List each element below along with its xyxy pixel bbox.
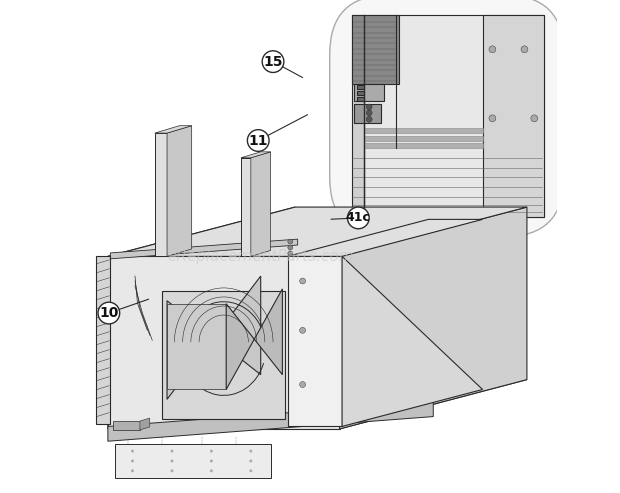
Circle shape: [210, 469, 213, 472]
Circle shape: [170, 450, 174, 453]
Polygon shape: [364, 208, 376, 214]
Polygon shape: [251, 152, 270, 256]
Circle shape: [288, 251, 293, 256]
Polygon shape: [226, 289, 282, 389]
Circle shape: [249, 459, 252, 462]
Polygon shape: [357, 85, 364, 89]
Polygon shape: [352, 15, 399, 84]
Circle shape: [247, 130, 269, 151]
Polygon shape: [140, 418, 150, 430]
Circle shape: [210, 459, 213, 462]
Circle shape: [170, 459, 174, 462]
Polygon shape: [288, 219, 482, 256]
Text: 11: 11: [249, 134, 268, 147]
Text: 10: 10: [99, 306, 118, 320]
Circle shape: [347, 207, 369, 229]
Polygon shape: [167, 304, 226, 389]
Polygon shape: [357, 91, 364, 95]
Circle shape: [366, 110, 372, 116]
Circle shape: [366, 104, 372, 110]
Polygon shape: [95, 256, 110, 424]
Polygon shape: [108, 380, 527, 429]
Circle shape: [489, 46, 496, 53]
Polygon shape: [355, 104, 381, 123]
Polygon shape: [108, 256, 340, 429]
Polygon shape: [364, 136, 482, 141]
Circle shape: [288, 245, 293, 250]
Circle shape: [249, 450, 252, 453]
Polygon shape: [241, 152, 270, 158]
Text: eReplacementParts.com: eReplacementParts.com: [167, 249, 354, 264]
Circle shape: [262, 51, 284, 72]
Circle shape: [489, 115, 496, 122]
Polygon shape: [357, 97, 364, 101]
Polygon shape: [451, 208, 463, 214]
Polygon shape: [364, 128, 482, 133]
Circle shape: [366, 116, 372, 122]
Circle shape: [521, 46, 528, 53]
Polygon shape: [355, 84, 384, 101]
Polygon shape: [115, 444, 270, 478]
Circle shape: [299, 327, 306, 333]
Circle shape: [299, 278, 306, 284]
Circle shape: [98, 302, 120, 324]
Polygon shape: [352, 15, 364, 217]
Polygon shape: [162, 291, 285, 419]
Polygon shape: [113, 421, 140, 430]
Polygon shape: [110, 239, 298, 259]
Circle shape: [170, 469, 174, 472]
Circle shape: [288, 239, 293, 244]
Polygon shape: [416, 208, 428, 214]
Polygon shape: [167, 126, 192, 256]
Circle shape: [210, 450, 213, 453]
FancyBboxPatch shape: [330, 0, 564, 237]
Polygon shape: [108, 402, 433, 441]
Polygon shape: [167, 276, 260, 399]
Polygon shape: [340, 207, 527, 429]
Polygon shape: [364, 15, 544, 217]
Circle shape: [131, 459, 134, 462]
Polygon shape: [364, 143, 482, 148]
Polygon shape: [241, 158, 251, 256]
Polygon shape: [482, 15, 544, 217]
Polygon shape: [399, 208, 411, 214]
Circle shape: [299, 382, 306, 387]
Polygon shape: [108, 207, 527, 256]
Polygon shape: [381, 208, 394, 214]
Polygon shape: [288, 256, 342, 426]
Text: 41c: 41c: [346, 211, 371, 224]
Polygon shape: [433, 208, 446, 214]
Polygon shape: [108, 207, 295, 429]
Polygon shape: [155, 133, 167, 256]
Circle shape: [249, 469, 252, 472]
Circle shape: [131, 469, 134, 472]
Circle shape: [131, 450, 134, 453]
Text: 15: 15: [264, 55, 283, 69]
Polygon shape: [155, 126, 192, 133]
Circle shape: [531, 115, 538, 122]
Polygon shape: [342, 256, 482, 426]
